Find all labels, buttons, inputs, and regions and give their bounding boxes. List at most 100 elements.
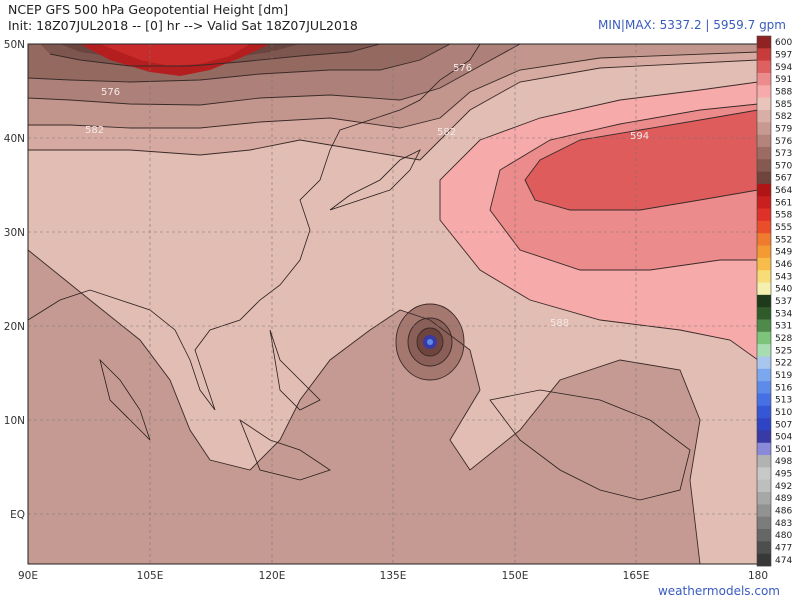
colorbar-label: 570 [775, 161, 792, 171]
colorbar-label: 504 [775, 433, 792, 443]
colorbar-label: 519 [775, 371, 792, 381]
lon-tick-label: 150E [502, 570, 529, 582]
contour-label: 594 [630, 131, 649, 142]
colorbar-swatch [757, 72, 771, 86]
colorbar-label: 513 [775, 396, 792, 406]
colorbar-swatch [757, 282, 771, 296]
colorbar-label: 516 [775, 383, 792, 393]
colorbar-label: 546 [775, 260, 792, 270]
contour-label: 576 [101, 87, 120, 98]
lon-tick-label: 180 [748, 570, 768, 582]
colorbar-label: 564 [775, 186, 792, 196]
colorbar-label: 540 [775, 285, 792, 295]
colorbar-swatch [757, 307, 771, 320]
colorbar-label: 552 [775, 235, 792, 245]
colorbar-swatch [757, 492, 771, 505]
lat-tick-label: 20N [4, 321, 25, 333]
colorbar-label: 537 [775, 297, 792, 307]
contour-lines [28, 44, 758, 564]
lon-tick-label: 105E [137, 570, 164, 582]
colorbar-swatch [757, 418, 771, 431]
colorbar-swatch [757, 393, 771, 407]
colorbar-label: 582 [775, 112, 792, 122]
colorbar-label: 510 [775, 408, 792, 418]
colorbar-swatch [757, 541, 771, 554]
lon-tick-label: 135E [380, 570, 407, 582]
colorbar-frame [756, 35, 772, 567]
colorbar-label: 594 [775, 63, 792, 73]
colorbar-label: 591 [775, 75, 792, 85]
contour-label: 576 [453, 63, 472, 74]
colorbar-label: 501 [775, 445, 792, 455]
colorbar-swatch [757, 455, 771, 468]
colorbar-swatch [757, 257, 771, 271]
colorbar-label: 483 [775, 519, 792, 529]
map-title: NCEP GFS 500 hPa Geopotential Height [dm… [8, 2, 289, 17]
colorbar-label: 522 [775, 359, 792, 369]
colorbar-swatch [757, 467, 771, 481]
colorbar-swatch [757, 208, 771, 222]
contour-label: 588 [550, 318, 569, 329]
colorbar-swatch [757, 442, 771, 456]
colorbar-label: 531 [775, 322, 792, 332]
colorbar-swatch [757, 553, 771, 567]
colorbar-swatch [757, 294, 771, 308]
colorbar-label: 597 [775, 50, 792, 60]
colorbar-label: 543 [775, 272, 792, 282]
colorbar-label: 528 [775, 334, 792, 344]
colorbar-swatch [757, 220, 771, 234]
colorbar-label: 477 [775, 544, 792, 554]
colorbar-swatch [757, 516, 771, 530]
lat-tick-label: 30N [4, 227, 25, 239]
colorbar-swatch [757, 97, 771, 111]
minmax-readout: MIN|MAX: 5337.2 | 5959.7 gpm [598, 18, 786, 32]
coastlines [28, 44, 691, 501]
colorbar-swatch [757, 183, 771, 197]
colorbar-label: 549 [775, 248, 792, 258]
colorbar-swatch [757, 159, 771, 172]
colorbar-swatch [757, 48, 771, 61]
colorbar-label: 579 [775, 124, 792, 134]
grid-lines [28, 44, 758, 564]
colorbar-swatch [757, 245, 771, 259]
colorbar-label: 534 [775, 309, 792, 319]
lat-tick-label: 40N [4, 133, 25, 145]
colorbar-swatch [757, 109, 771, 123]
colorbar-swatch [757, 134, 771, 148]
init-valid-line: Init: 18Z07JUL2018 -- [0] hr --> Valid S… [8, 18, 358, 33]
lat-tick-label: 50N [4, 39, 25, 51]
contour-label: 582 [85, 125, 104, 136]
colorbar-label: 588 [775, 87, 792, 97]
colorbar-swatch [757, 60, 771, 74]
colorbar-swatch [757, 233, 771, 246]
colorbar-swatch [757, 504, 771, 517]
colorbar-label: 567 [775, 174, 792, 184]
colorbar-label: 585 [775, 100, 792, 110]
colorbar-label: 489 [775, 494, 792, 504]
colorbar-swatch [757, 122, 771, 135]
colorbar-label: 576 [775, 137, 792, 147]
colorbar-label: 558 [775, 211, 792, 221]
colorbar-swatch [757, 171, 771, 185]
colorbar-label: 495 [775, 470, 792, 480]
colorbar-swatch [757, 368, 771, 382]
colorbar-label: 561 [775, 198, 792, 208]
lon-tick-label: 165E [623, 570, 650, 582]
colorbar-swatch [757, 36, 771, 49]
colorbar-swatch [757, 479, 771, 493]
colorbar-swatch [757, 381, 771, 394]
colorbar-label: 600 [775, 38, 792, 48]
lat-tick-label: EQ [10, 509, 25, 521]
colorbar-label: 480 [775, 531, 792, 541]
colorbar-swatch [757, 85, 771, 98]
colorbar-swatch [757, 331, 771, 345]
colorbar-swatch [757, 356, 771, 370]
colorbar-swatch [757, 405, 771, 419]
credit-link[interactable]: weathermodels.com [657, 584, 780, 598]
colorbar-swatch [757, 270, 771, 283]
colorbar-swatch [757, 196, 771, 209]
lon-tick-label: 120E [259, 570, 286, 582]
colorbar-label: 507 [775, 420, 792, 430]
lon-tick-label: 90E [18, 570, 38, 582]
